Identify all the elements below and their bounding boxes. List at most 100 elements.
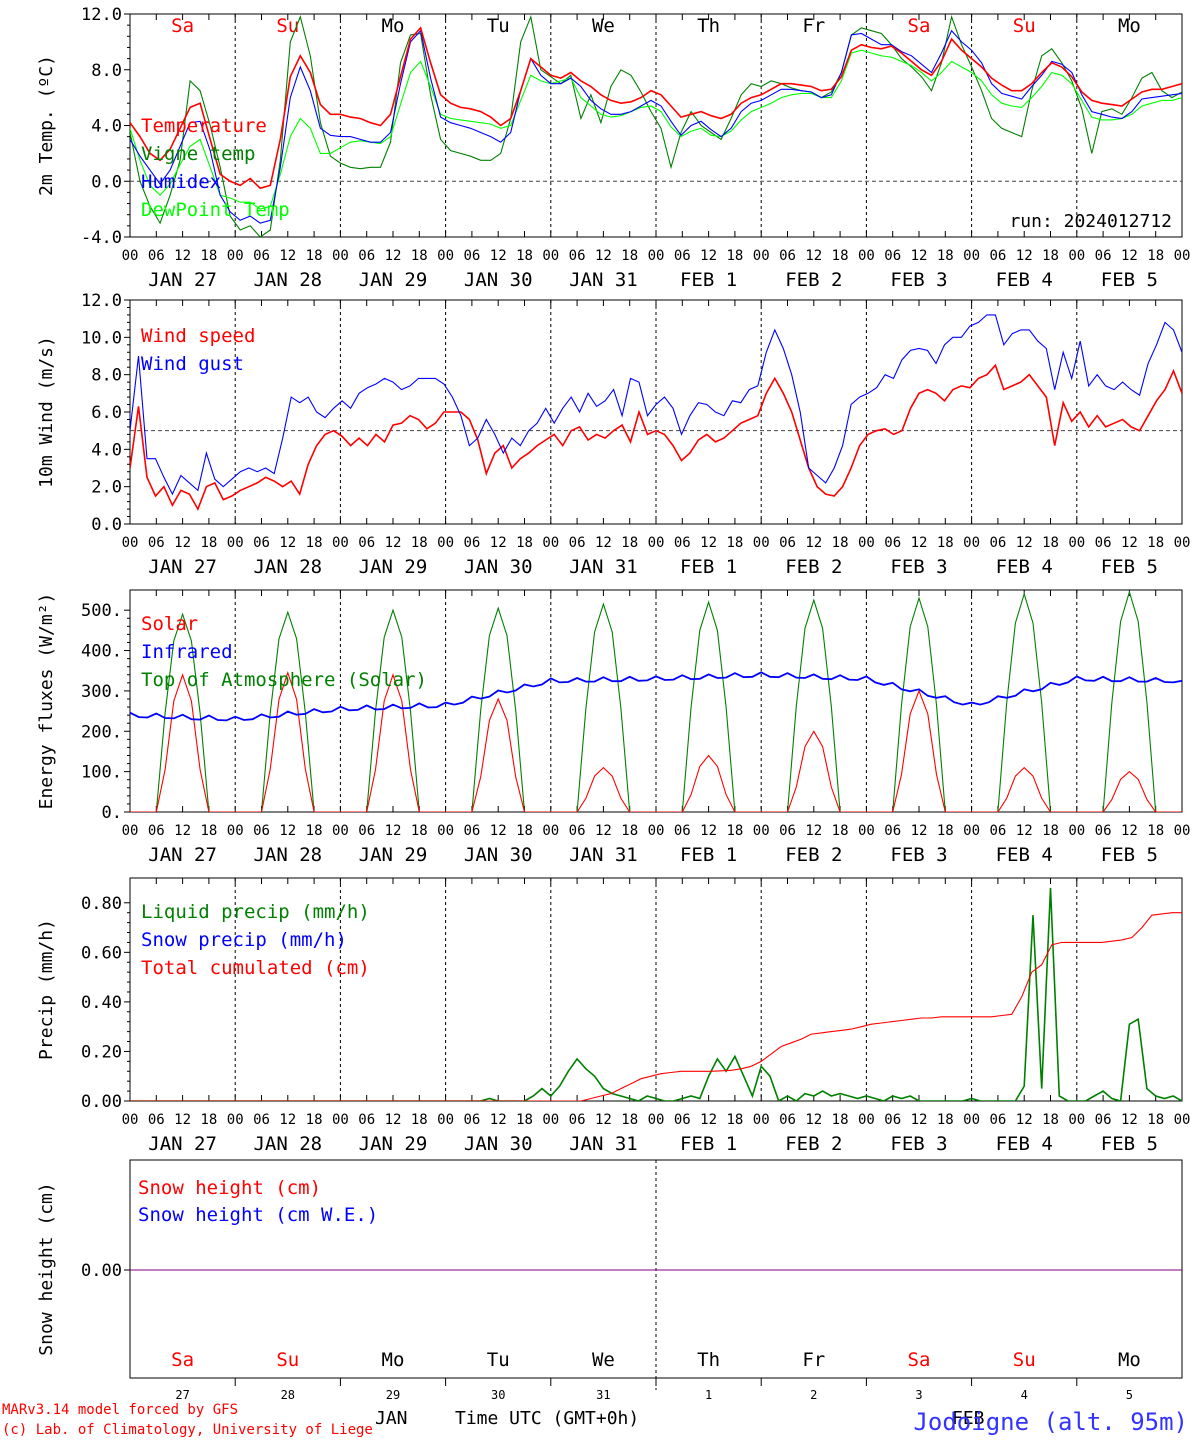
hour-tick-label: 12 xyxy=(490,535,507,551)
hour-tick-label: 12 xyxy=(174,535,191,551)
hour-tick-label: 06 xyxy=(358,1112,375,1128)
hour-tick-label: 12 xyxy=(805,823,822,839)
hour-tick-label: 12 xyxy=(279,823,296,839)
date-label: FEB 2 xyxy=(785,1133,842,1155)
hour-tick-label: 06 xyxy=(463,1112,480,1128)
hour-tick-label: 00 xyxy=(1174,1112,1191,1128)
legend-entry: Wind speed xyxy=(141,325,255,347)
hour-tick-label: 18 xyxy=(1147,823,1164,839)
hour-tick-label: 06 xyxy=(989,1112,1006,1128)
hour-tick-label: 12 xyxy=(911,248,928,264)
y-tick-label: 0. xyxy=(102,803,122,823)
hour-tick-label: 00 xyxy=(227,823,244,839)
date-label: FEB 1 xyxy=(680,269,737,291)
hour-tick-label: 12 xyxy=(490,823,507,839)
date-label: FEB 1 xyxy=(680,1133,737,1155)
date-label: FEB 4 xyxy=(996,556,1053,578)
legend-entry: Infrared xyxy=(141,641,233,663)
hour-tick-label: 00 xyxy=(1068,1112,1085,1128)
series-group xyxy=(130,14,1182,237)
hour-tick-label: 06 xyxy=(989,823,1006,839)
hour-tick-label: 12 xyxy=(1121,823,1138,839)
hour-tick-label: 06 xyxy=(674,535,691,551)
hour-tick-label: 12 xyxy=(279,1112,296,1128)
hour-tick-label: 00 xyxy=(542,1112,559,1128)
series-line-infrared xyxy=(130,671,1182,722)
hour-tick-label: 12 xyxy=(1016,823,1033,839)
hour-tick-label: 18 xyxy=(832,823,849,839)
hour-tick-label: 06 xyxy=(148,248,165,264)
hour-tick-label: 00 xyxy=(648,535,665,551)
hour-tick-label: 12 xyxy=(385,1112,402,1128)
hour-tick-label: 18 xyxy=(306,248,323,264)
hour-tick-label: 18 xyxy=(411,535,428,551)
date-label: JAN 29 xyxy=(359,269,428,291)
hour-tick-label: 00 xyxy=(122,823,139,839)
hour-tick-label: 00 xyxy=(332,535,349,551)
date-label: FEB 2 xyxy=(785,269,842,291)
weekday-label: Fr xyxy=(802,15,825,37)
hour-tick-label: 00 xyxy=(437,823,454,839)
weekday-label: Mo xyxy=(382,1349,405,1371)
weekday-label: Mo xyxy=(382,15,405,37)
hour-tick-label: 00 xyxy=(437,1112,454,1128)
hour-tick-label: 06 xyxy=(884,248,901,264)
weekday-label: We xyxy=(592,1349,615,1371)
y-tick-label: 0.80 xyxy=(81,894,122,914)
hour-tick-label: 12 xyxy=(805,248,822,264)
y-axis-label: Precip (mm/h) xyxy=(36,919,57,1060)
x-axis-label: Time UTC (GMT+0h) xyxy=(455,1408,639,1429)
hour-tick-label: 00 xyxy=(1174,535,1191,551)
hour-tick-label: 00 xyxy=(648,248,665,264)
series-line-total-cumulated-cm- xyxy=(130,912,1182,1101)
series-group xyxy=(130,590,1182,812)
hour-tick-label: 00 xyxy=(542,248,559,264)
hour-tick-label: 00 xyxy=(437,248,454,264)
y-tick-label: 8.0 xyxy=(91,366,122,386)
hour-tick-label: 06 xyxy=(463,248,480,264)
series-line-top-of-atmosphere-solar- xyxy=(130,590,1182,812)
hour-tick-label: 00 xyxy=(542,535,559,551)
date-label: JAN 31 xyxy=(569,844,638,866)
date-label: FEB 5 xyxy=(1101,1133,1158,1155)
hour-tick-label: 06 xyxy=(358,248,375,264)
legend-entry: Liquid precip (mm/h) xyxy=(141,901,370,923)
date-label: FEB 4 xyxy=(996,1133,1053,1155)
hour-tick-label: 12 xyxy=(490,1112,507,1128)
series-line-wind-speed xyxy=(130,363,1182,511)
hour-tick-label: 12 xyxy=(1016,248,1033,264)
series-line-temperature xyxy=(130,26,1182,190)
date-label: JAN 27 xyxy=(148,556,217,578)
hour-tick-label: 12 xyxy=(1016,1112,1033,1128)
date-label: JAN 30 xyxy=(464,844,533,866)
legend-entry: Snow height (cm) xyxy=(138,1177,321,1199)
hour-tick-label: 00 xyxy=(753,248,770,264)
hour-tick-label: 12 xyxy=(700,535,717,551)
hour-tick-label: 06 xyxy=(884,535,901,551)
day-number-label: 4 xyxy=(1021,1388,1028,1402)
y-tick-label: 0.00 xyxy=(81,1261,122,1281)
lab-credit: (c) Lab. of Climatology, University of L… xyxy=(2,1422,373,1438)
hour-tick-label: 00 xyxy=(963,823,980,839)
hour-tick-label: 00 xyxy=(858,248,875,264)
date-label: JAN 28 xyxy=(253,1133,322,1155)
hour-tick-label: 00 xyxy=(122,248,139,264)
hour-tick-label: 18 xyxy=(621,248,638,264)
hour-tick-label: 18 xyxy=(1042,248,1059,264)
hour-tick-label: 06 xyxy=(674,823,691,839)
month-feb-label: FEB xyxy=(952,1408,985,1429)
legend-entry: Temperature xyxy=(141,115,267,137)
hour-tick-label: 00 xyxy=(437,535,454,551)
series-group xyxy=(130,887,1182,1101)
y-tick-label: 8.0 xyxy=(91,61,122,81)
date-label: FEB 5 xyxy=(1101,269,1158,291)
hour-tick-label: 06 xyxy=(253,823,270,839)
y-tick-label: -4.0 xyxy=(81,228,122,248)
day-number-label: 27 xyxy=(175,1388,189,1402)
hour-tick-label: 18 xyxy=(516,535,533,551)
hour-tick-label: 06 xyxy=(1095,535,1112,551)
date-label: FEB 4 xyxy=(996,269,1053,291)
hour-tick-label: 18 xyxy=(937,248,954,264)
series-line-wind-gust xyxy=(130,314,1182,496)
